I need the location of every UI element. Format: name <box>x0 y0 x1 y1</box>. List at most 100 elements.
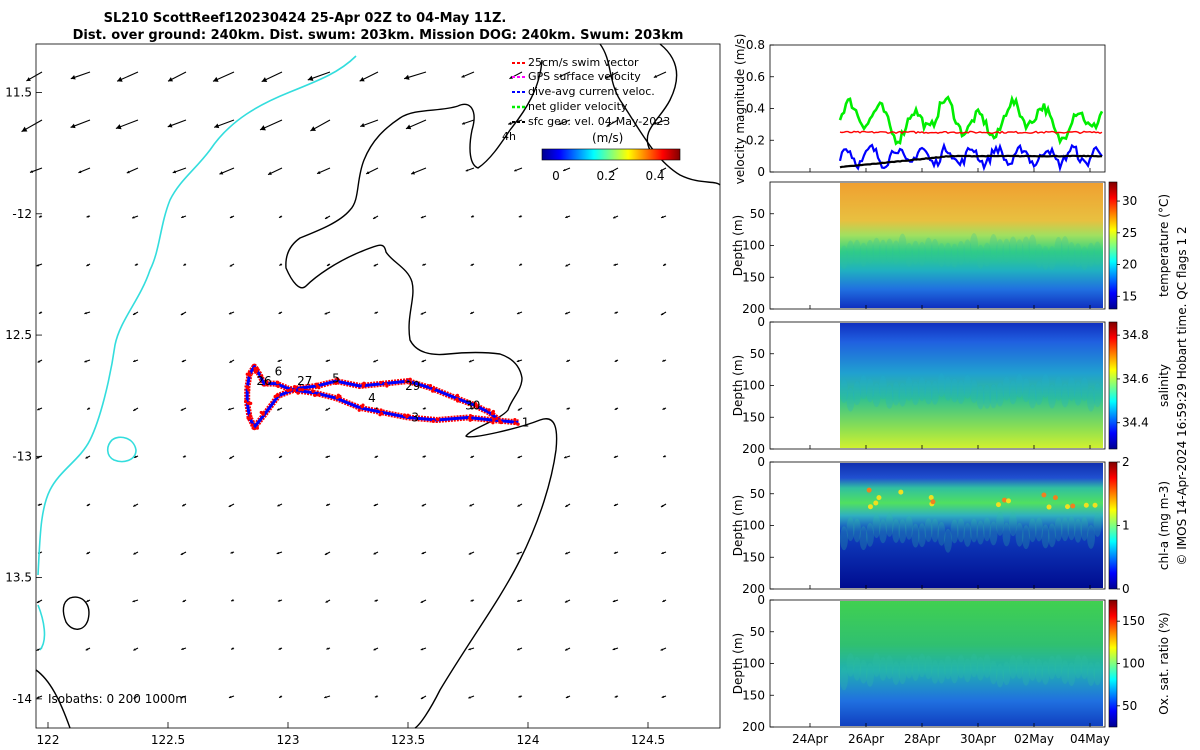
track-point <box>435 417 439 421</box>
surface-arrow-head <box>324 552 328 555</box>
temperature-texture <box>976 244 985 269</box>
surface-arrow-head <box>470 455 473 458</box>
surface-arrow-head <box>276 551 280 555</box>
chla-hotspot <box>1001 497 1007 503</box>
surface-arrow-head <box>610 170 613 173</box>
legend-net: net glider velocity <box>528 100 628 113</box>
surface-arrow-head <box>661 551 664 555</box>
isobath-1000 <box>285 105 558 729</box>
track-point <box>248 413 252 418</box>
surface-arrow-head <box>307 75 314 81</box>
surface-arrow-head <box>661 215 664 219</box>
surface-arrow-head <box>563 168 566 172</box>
surface-arrow-head <box>84 696 88 699</box>
surface-arrow-head <box>325 359 329 362</box>
map-xtick-label: 122.5 <box>151 733 185 747</box>
track-point <box>249 401 253 405</box>
day-label: 1 <box>522 415 530 429</box>
legend-sfc: sfc geo. vel. 04-May-2023 <box>528 115 670 128</box>
temperature-texture <box>931 238 939 263</box>
track-point <box>384 382 388 386</box>
date-tick-label: 26Apr <box>848 732 884 746</box>
velocity-ytick-label: 0.4 <box>746 102 765 116</box>
temperature-cbar-tick-label: 25 <box>1122 226 1137 240</box>
surface-arrow-head <box>36 648 40 651</box>
salinity-texture <box>1061 383 1069 408</box>
surface-arrow-head <box>565 695 569 699</box>
velocity-ytick-label: 0.2 <box>746 133 765 147</box>
chla-ytick-label: 0 <box>757 455 765 469</box>
temperature-texture <box>872 237 881 262</box>
oxygen-texture <box>840 666 848 691</box>
track-point <box>276 393 280 398</box>
surface-arrow-head <box>278 311 282 314</box>
surface-arrow-head <box>517 455 521 459</box>
surface-arrow-head <box>374 455 378 458</box>
surface-arrow-head <box>180 696 184 699</box>
oxygen-texture <box>866 662 874 687</box>
oxygen-texture <box>963 658 972 683</box>
track-point <box>516 422 520 426</box>
surface-arrow-head <box>469 504 472 507</box>
surface-arrow-head <box>182 599 186 602</box>
velocity-frame <box>769 44 1106 173</box>
surface-arrow-head <box>279 695 282 698</box>
surface-arrow-head <box>420 312 424 315</box>
day-label: 27 <box>297 374 312 388</box>
surface-arrow-head <box>37 503 41 506</box>
day-label: 30 <box>465 398 480 412</box>
surface-arrow-head <box>516 552 520 555</box>
chla-texture <box>846 517 855 542</box>
surface-arrow-head <box>26 77 31 81</box>
surface-arrow-head <box>310 126 316 131</box>
map-ytick-label: 11.5 <box>5 86 32 100</box>
temperature-texture <box>885 238 894 263</box>
salinity-texture <box>1080 376 1089 401</box>
surface-arrow-head <box>325 455 329 458</box>
oxygen-texture <box>1048 655 1056 680</box>
map-xtick-label: 122 <box>37 733 60 747</box>
map-xtick-label: 123 <box>277 733 300 747</box>
surface-arrow-head <box>86 215 90 218</box>
track-point <box>243 399 248 404</box>
oxygen-texture <box>846 652 855 677</box>
surface-arrow-head <box>326 647 329 650</box>
temperature-texture <box>918 242 926 267</box>
colorbar-tick-0: 0 <box>552 169 560 183</box>
chla-texture <box>892 518 900 543</box>
chla-texture <box>905 515 913 540</box>
surface-arrow-head <box>325 600 329 603</box>
surface-arrow-head <box>471 215 474 218</box>
track-point <box>432 386 436 391</box>
oxygen-texture <box>879 656 887 681</box>
oxygen-texture <box>983 654 991 679</box>
surface-arrow-head <box>421 359 425 363</box>
chla-texture <box>1061 517 1069 542</box>
surface-arrow-head <box>37 407 40 411</box>
chla-texture <box>989 521 998 546</box>
chla-hotspot <box>1041 492 1047 498</box>
salinity-cbar-tick-label: 34.4 <box>1122 416 1149 430</box>
temperature-texture <box>1035 243 1043 268</box>
surface-arrow-head <box>612 599 616 603</box>
oxygen-texture <box>989 660 998 685</box>
surface-arrow-head <box>85 648 89 651</box>
surface-arrow-head <box>277 504 280 507</box>
surface-arrow-head <box>662 359 665 362</box>
temperature-texture <box>1002 238 1011 263</box>
surface-arrow-head <box>517 408 521 411</box>
credit-line: © IMOS 14-Apr-2024 16:59:29 Hobart time.… <box>1175 226 1189 565</box>
velocity-panel: 0 0.2 0.4 0.6 0.8 velocity magnitude (m/s) <box>733 34 1106 184</box>
map-colorbar <box>541 148 681 161</box>
surface-arrow-head <box>517 504 520 507</box>
temperature-texture <box>957 240 965 265</box>
salinity-texture <box>1054 376 1063 401</box>
oxygen-texture <box>1002 661 1011 686</box>
salinity-ytick-label: 200 <box>742 442 765 456</box>
oxygen-texture <box>898 660 907 685</box>
surface-arrow-head <box>133 359 136 363</box>
salinity-texture <box>905 376 913 401</box>
surface-arrow-head <box>181 215 184 219</box>
surface-arrow-head <box>36 696 40 699</box>
